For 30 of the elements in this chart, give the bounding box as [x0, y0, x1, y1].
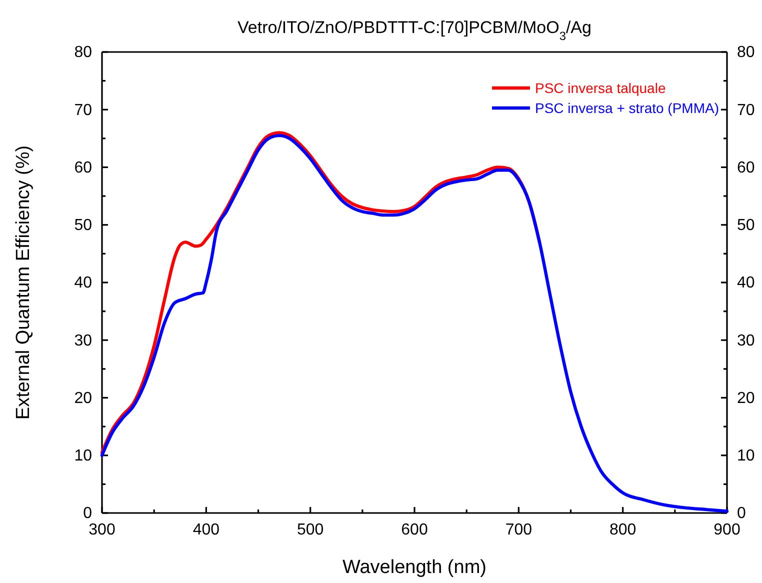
x-tick-label: 600 — [401, 521, 428, 538]
y2-tick-label: 0 — [737, 505, 746, 522]
y-tick-label: 50 — [74, 216, 92, 234]
legend-label: PSC inversa + strato (PMMA) — [535, 100, 719, 116]
chart-title: Vetro/ITO/ZnO/PBDTTT-C:[70]PCBM/MoO$_{3}$/Ag — [238, 18, 592, 43]
y-tick-label: 80 — [74, 44, 92, 62]
y-tick-label: 0 — [83, 505, 92, 522]
y-tick-label: 20 — [74, 390, 92, 407]
y-tick-label: 40 — [74, 274, 92, 292]
y-axis-title: External Quantum Efficiency (%) — [13, 145, 34, 420]
y2-tick-label: 70 — [737, 102, 755, 119]
y2-tick-label: 80 — [737, 44, 755, 62]
x-tick-label: 500 — [296, 521, 324, 538]
y2-tick-label: 60 — [737, 159, 755, 176]
y2-tick-label: 50 — [737, 216, 755, 234]
x-tick-label: 400 — [192, 521, 220, 538]
x-tick-label: 700 — [505, 521, 532, 538]
x-tick-label: 300 — [88, 521, 116, 538]
y-tick-label: 30 — [74, 332, 92, 350]
x-tick-label: 900 — [714, 521, 740, 538]
y2-tick-label: 30 — [737, 332, 755, 350]
y2-tick-label: 10 — [737, 447, 755, 464]
y-tick-label: 70 — [74, 102, 92, 119]
y-tick-label: 10 — [74, 447, 92, 464]
x-tick-label: 800 — [609, 521, 636, 538]
y-tick-label: 60 — [74, 159, 92, 176]
y2-tick-label: 20 — [737, 390, 755, 407]
y2-tick-label: 40 — [737, 274, 755, 292]
x-axis-title: Wavelength (nm) — [342, 557, 486, 578]
legend-label: PSC inversa talquale — [535, 80, 666, 96]
